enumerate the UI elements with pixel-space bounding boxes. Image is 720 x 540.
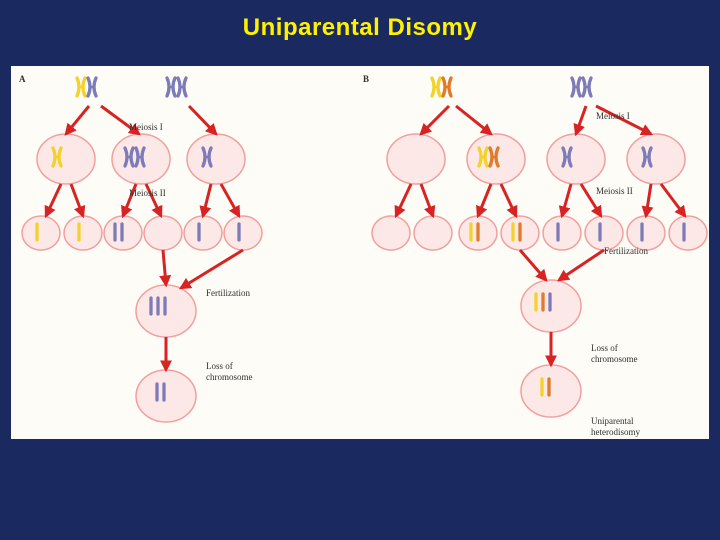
diagram-svg: A Meiosis I Meiosis II Fertilization Loss of…	[11, 66, 709, 439]
svg-text:Meiosis II: Meiosis II	[596, 186, 633, 196]
svg-text:Loss of: Loss of	[206, 361, 233, 371]
page-title: Uniparental Disomy	[0, 14, 720, 42]
svg-text:Meiosis I: Meiosis I	[129, 122, 163, 132]
svg-text:Fertilization: Fertilization	[604, 246, 648, 256]
svg-text:chromosome: chromosome	[206, 372, 253, 382]
svg-text:Uniparental: Uniparental	[591, 416, 634, 426]
svg-text:Fertilization: Fertilization	[206, 288, 250, 298]
svg-text:B: B	[363, 74, 369, 84]
diagram-panel: A Meiosis I Meiosis II Fertilization Loss of…	[10, 65, 710, 440]
svg-text:Loss of: Loss of	[591, 343, 618, 353]
svg-text:Meiosis II: Meiosis II	[129, 188, 166, 198]
svg-text:chromosome: chromosome	[591, 354, 638, 364]
svg-text:A: A	[19, 74, 26, 84]
svg-text:heterodisomy: heterodisomy	[591, 427, 640, 437]
svg-text:Meiosis I: Meiosis I	[596, 111, 630, 121]
